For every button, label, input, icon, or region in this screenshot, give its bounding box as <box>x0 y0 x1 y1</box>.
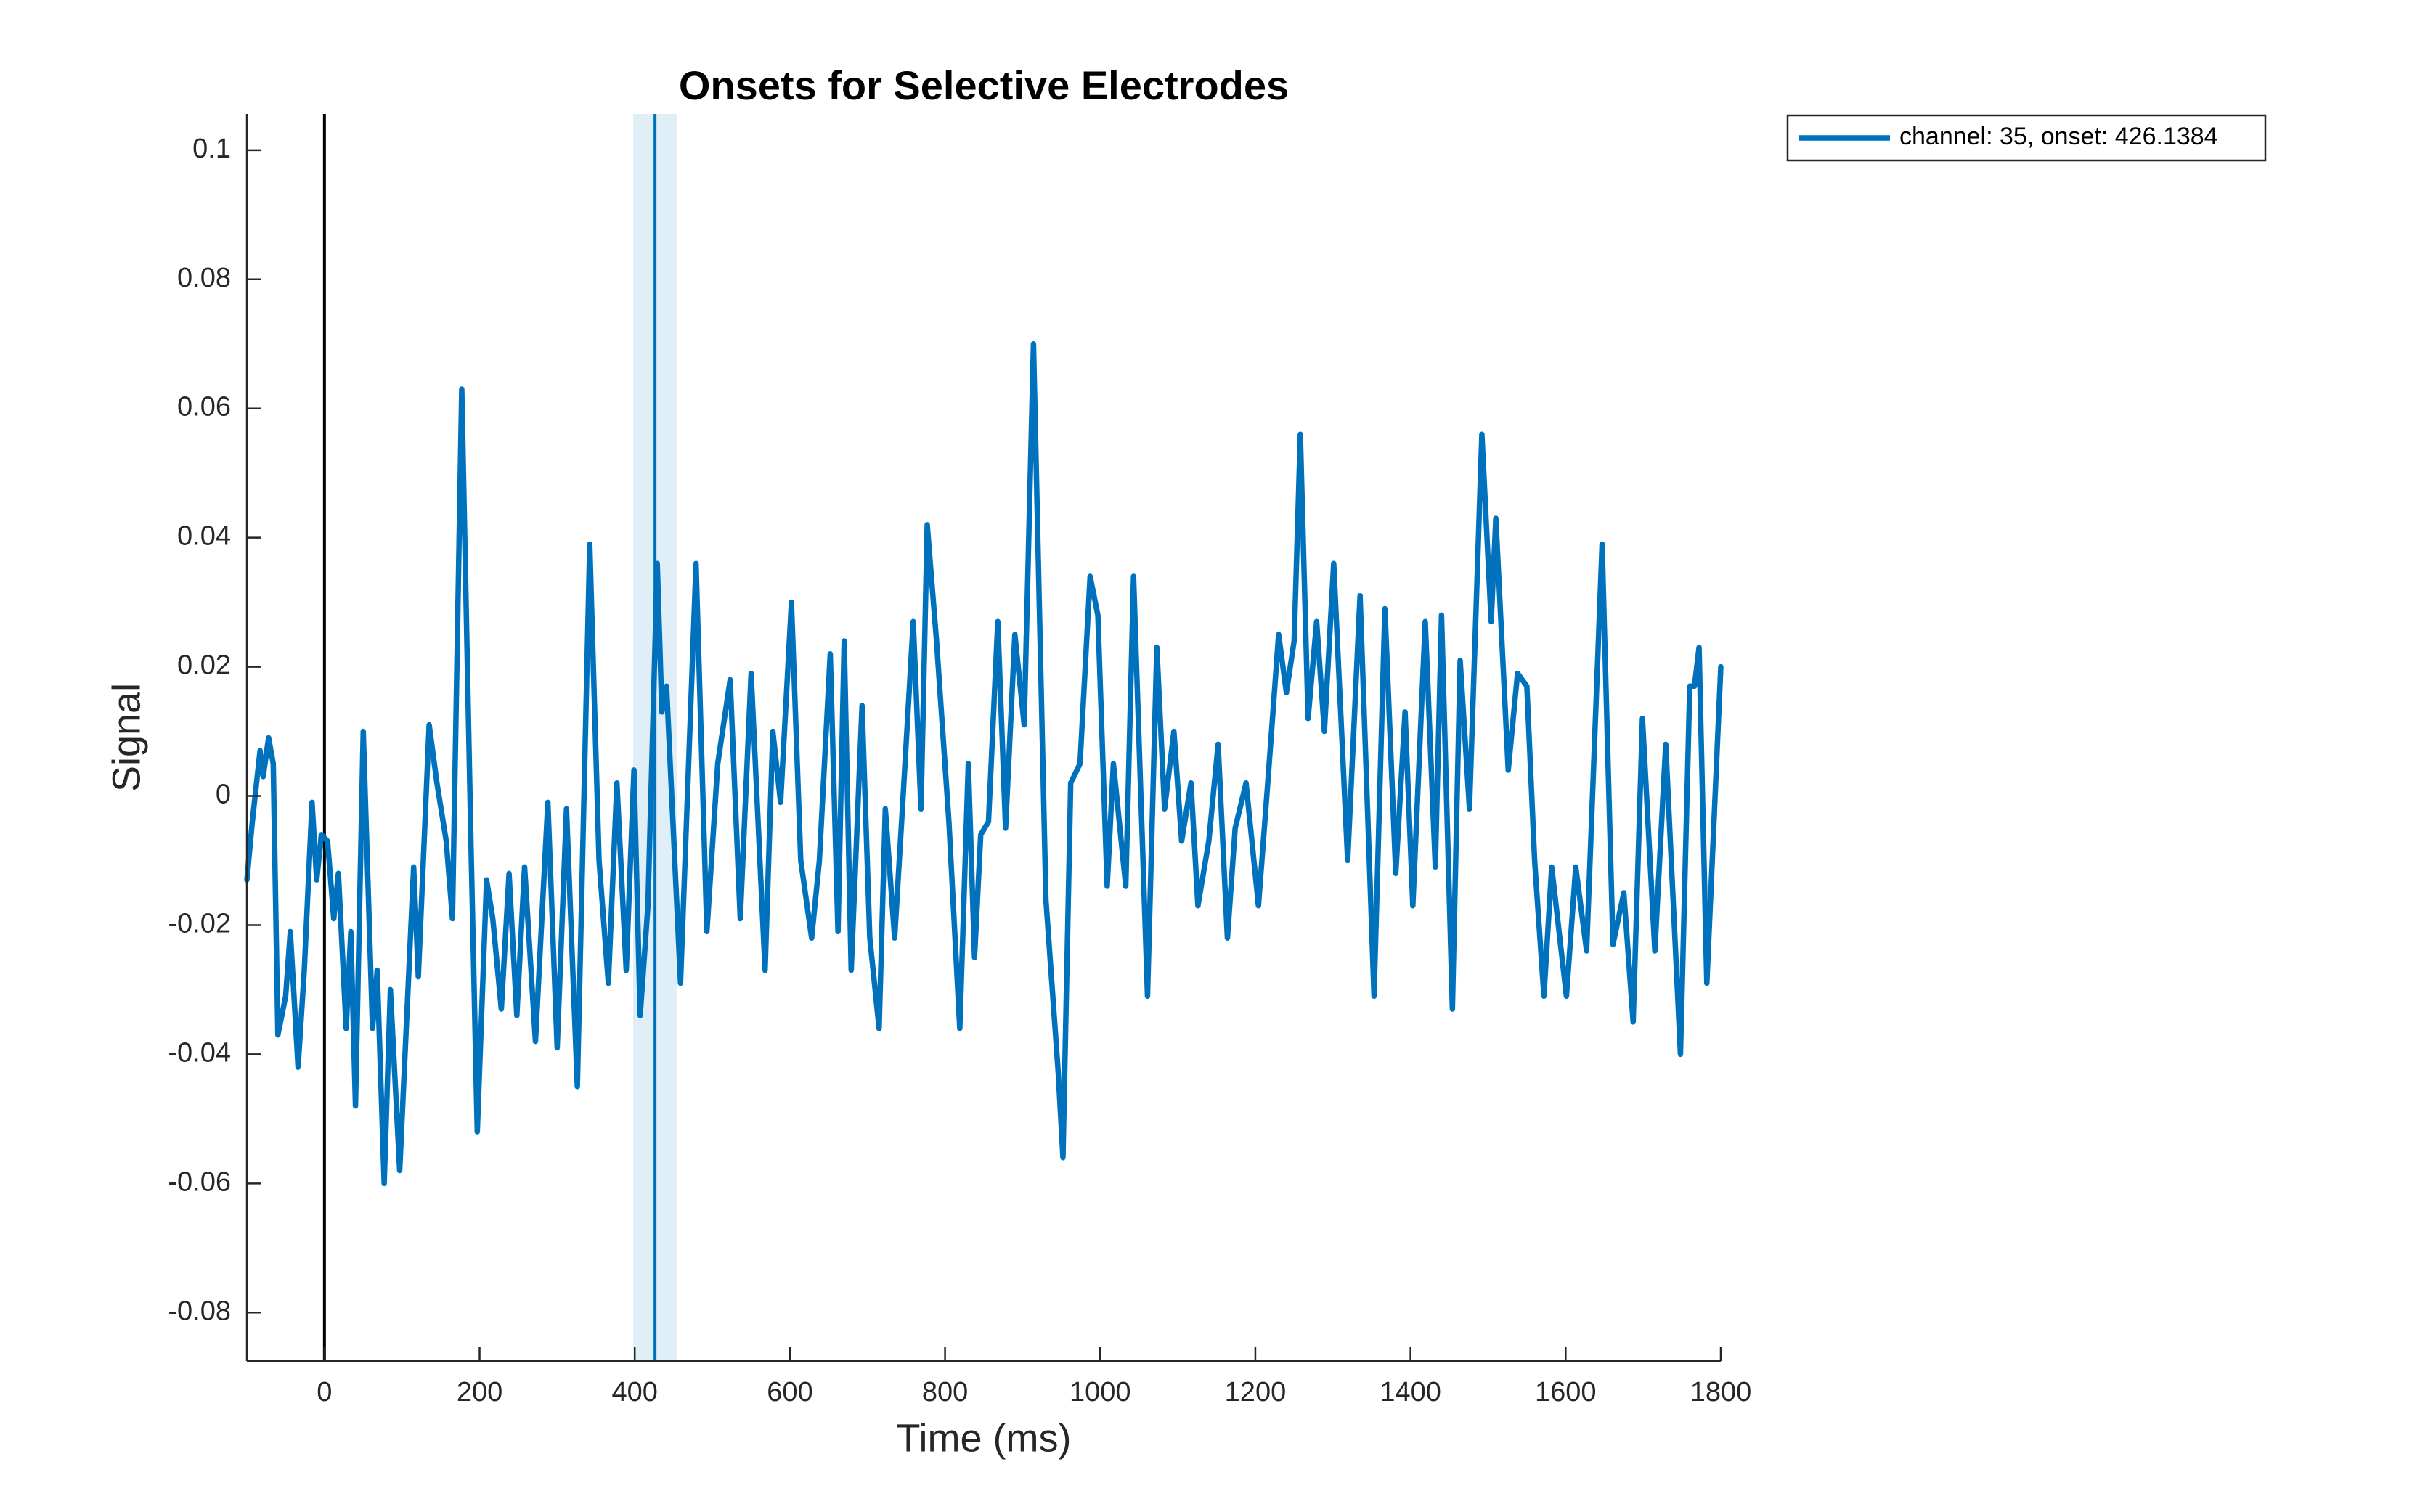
x-tick-label: 1200 <box>1225 1377 1287 1407</box>
x-tick-label: 400 <box>612 1377 658 1407</box>
y-axis-label: Signal <box>105 683 148 792</box>
y-tick-label: 0.08 <box>177 263 231 293</box>
data-line <box>244 340 1724 1187</box>
chart-title: Onsets for Selective Electrodes <box>679 62 1289 108</box>
legend-label: channel: 35, onset: 426.1384 <box>1899 123 2218 150</box>
x-tick-label: 600 <box>767 1377 812 1407</box>
y-tick-label: -0.06 <box>168 1166 231 1197</box>
x-tick-label: 1000 <box>1070 1377 1131 1407</box>
x-tick-label: 1800 <box>1690 1377 1752 1407</box>
y-tick-label: 0.04 <box>177 521 231 552</box>
y-tick-label: 0.1 <box>192 134 231 164</box>
y-tick-label: 0.06 <box>177 392 231 422</box>
y-tick-label: 0.02 <box>177 650 231 681</box>
y-tick-label: 0 <box>216 780 231 810</box>
x-tick-label: 1600 <box>1535 1377 1597 1407</box>
x-tick-label: 1400 <box>1380 1377 1441 1407</box>
legend: channel: 35, onset: 426.1384 <box>1786 114 2267 162</box>
x-tick-label: 200 <box>457 1377 502 1407</box>
y-tick-label: -0.04 <box>168 1037 231 1068</box>
x-tick-label: 800 <box>922 1377 968 1407</box>
x-axis-label: Time (ms) <box>897 1416 1072 1460</box>
y-tick-label: -0.08 <box>168 1296 231 1326</box>
plot-area <box>244 114 1724 1361</box>
x-tick-label: 0 <box>317 1377 332 1407</box>
y-tick-label: -0.02 <box>168 908 231 939</box>
